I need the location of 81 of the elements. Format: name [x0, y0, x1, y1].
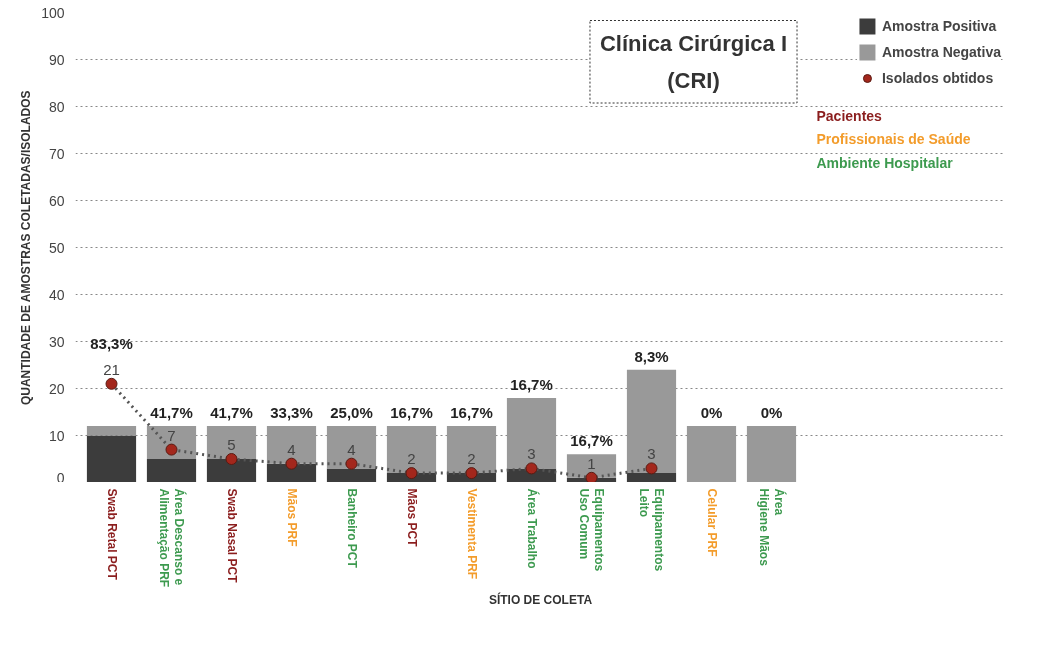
data-label: 4 — [347, 440, 356, 458]
bar — [386, 426, 437, 474]
x-tick-label: Banheiro PCT — [344, 488, 359, 569]
data-label: 21 — [103, 360, 120, 378]
x-tick-label: Swab Retal PCT — [104, 488, 119, 581]
legend-label: Isolados obtidos — [881, 70, 994, 86]
annotation: 16,7% — [450, 404, 493, 422]
text: Ambiente Hospitalar — [816, 154, 954, 171]
y-tick-label: 90 — [48, 51, 65, 68]
x-tick-label: Equipamentos Uso Comum — [576, 488, 607, 572]
y-axis-title: QUANTIDADE DE AMOSTRAS COLETADAS/ISOLADOS — [19, 90, 34, 406]
annotation: 16,7% — [510, 375, 553, 393]
x-tick-label: Área Higiene Mãos — [756, 488, 788, 567]
legend-label: Amostra Negativa — [881, 44, 1001, 60]
x-tick-label: Celular PRF — [704, 488, 719, 557]
annotation: 0% — [760, 404, 783, 422]
legend-label: Amostra Positiva — [881, 18, 997, 34]
point — [105, 377, 118, 390]
bar — [206, 459, 257, 482]
annotation: 41,7% — [150, 404, 193, 422]
bar — [206, 426, 257, 459]
bar — [266, 426, 317, 464]
point — [585, 471, 598, 482]
y-tick-label: 30 — [48, 333, 65, 350]
bar — [446, 426, 497, 474]
y-tick-label: 100 — [41, 4, 65, 21]
data-label: 2 — [407, 450, 416, 468]
annotation: 0% — [700, 404, 723, 422]
x-axis-title: SÍTIO DE COLETA — [488, 591, 593, 607]
annotation: 16,7% — [570, 432, 613, 450]
y-tick-label: 40 — [48, 286, 65, 303]
annotation: 25,0% — [330, 404, 373, 422]
y-tick-label: 10 — [48, 427, 65, 444]
point — [345, 457, 358, 470]
x-tick-label: Área Descanso e Alimentação PRF — [156, 488, 188, 588]
text: Pacientes — [816, 107, 883, 124]
x-tick-label: Equipamentos Leito — [636, 488, 667, 572]
bar — [506, 397, 557, 469]
point — [465, 467, 478, 480]
bar — [266, 463, 317, 482]
y-tick-label: 0 — [56, 469, 65, 486]
x-tick-label: Mãos PRF — [284, 488, 299, 547]
x-tick-label: Swab Nasal PCT — [224, 488, 239, 584]
annotation: 41,7% — [210, 404, 253, 422]
bar — [626, 369, 677, 474]
data-label: 3 — [527, 445, 536, 463]
y-tick-label: 80 — [48, 98, 65, 115]
annotation: 16,7% — [390, 404, 433, 422]
data-label: 5 — [227, 436, 236, 453]
bar — [326, 468, 377, 482]
point — [285, 457, 298, 470]
x-tick-label: Mãos PCT — [404, 488, 419, 548]
text: Clínica Cirúrgica I (CRI) — [599, 30, 788, 93]
annotation: 33,3% — [270, 404, 313, 422]
bar — [626, 473, 677, 482]
annotation: 8,3% — [634, 347, 669, 365]
data-label: 4 — [287, 440, 296, 458]
y-tick-label: 60 — [48, 192, 65, 209]
y-tick-label: 50 — [48, 239, 65, 256]
point — [225, 453, 238, 465]
bar — [326, 426, 377, 469]
y-tick-label: 20 — [48, 380, 65, 397]
bar — [146, 426, 197, 459]
data-label: 2 — [467, 450, 476, 468]
annotation: 83,3% — [90, 334, 133, 352]
bar — [86, 426, 137, 436]
point — [165, 443, 178, 456]
bar — [686, 426, 737, 482]
y-tick-label: 70 — [48, 145, 65, 162]
data-label: 1 — [587, 454, 596, 472]
x-tick-label: Área Trabalho — [524, 488, 540, 569]
bar — [566, 454, 617, 478]
point — [645, 462, 658, 475]
bar — [146, 459, 197, 482]
bar — [86, 435, 137, 482]
point — [405, 467, 418, 480]
data-label: 3 — [647, 445, 656, 463]
data-label: 7 — [167, 426, 176, 444]
bar — [746, 426, 797, 482]
x-tick-label: Vestimenta PRF — [464, 488, 479, 580]
text: Profissionais de Saúde — [816, 131, 971, 148]
